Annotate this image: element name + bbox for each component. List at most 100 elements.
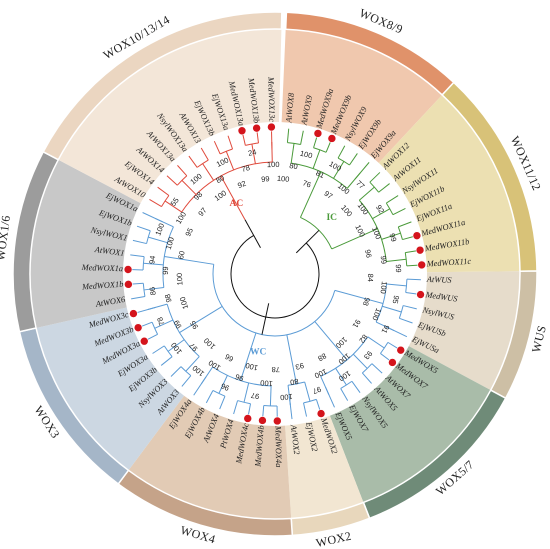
branch-line [188, 155, 198, 168]
bootstrap-value: 77 [354, 179, 366, 191]
bootstrap-value: 84 [366, 273, 375, 282]
bootstrap-value: 100 [164, 236, 176, 251]
branch-line [233, 400, 239, 415]
bootstrap-value: 100 [370, 225, 383, 240]
branch-line [392, 207, 406, 216]
branch-line [358, 186, 375, 201]
branch-line [346, 172, 361, 189]
group-bg-wox10-13-14 [58, 28, 282, 204]
branch-line [290, 143, 295, 164]
bootstrap-value: 92 [236, 179, 247, 190]
marker-dot [123, 265, 133, 274]
branch-line [334, 289, 384, 304]
branch-line [218, 375, 228, 394]
bootstrap-value: 100 [169, 341, 184, 356]
branch-line [240, 332, 257, 381]
bootstrap-value: 100 [188, 172, 203, 187]
branch-line [147, 303, 168, 311]
branch-line [320, 376, 330, 395]
branch-arc [219, 148, 233, 155]
bootstrap-value: 100 [191, 363, 206, 378]
branch-line [299, 171, 322, 218]
group-bg-wus [408, 271, 521, 391]
branch-line [349, 153, 358, 166]
leaf-label: AtWOX8 [284, 92, 296, 124]
branch-line [148, 236, 168, 244]
marker-dot [133, 323, 143, 332]
branch-line [371, 363, 383, 374]
group-bg-wox11-12 [378, 94, 520, 273]
bootstrap-value: 99 [387, 232, 398, 243]
branch-line [131, 296, 146, 300]
branch-line [335, 367, 347, 386]
bootstrap-value: 100 [213, 188, 228, 203]
group-bands [12, 11, 538, 537]
branch-line [155, 217, 174, 228]
marker-dot [416, 290, 425, 299]
bootstrap-value: 88 [316, 351, 328, 363]
branch-line [227, 135, 234, 150]
branch-arc [163, 345, 173, 357]
bootstrap-value: 80 [214, 173, 226, 185]
branch-arc [237, 400, 251, 405]
marker-dot [129, 309, 138, 318]
bootstrap-value: 91 [351, 318, 363, 330]
clade-label: AC [229, 199, 243, 209]
bootstrap-value: 97 [250, 391, 260, 401]
branch-line [213, 140, 221, 155]
branch-line [201, 366, 214, 384]
branch-line [202, 163, 215, 181]
bootstrap-value: 100 [353, 223, 367, 238]
branch-line [205, 390, 214, 404]
bootstrap-value: 100 [339, 203, 354, 218]
bootstrap-value: 100 [337, 369, 352, 383]
bootstrap-value: 100 [153, 222, 166, 237]
branch-line [351, 380, 361, 393]
bootstrap-value: 97 [322, 189, 334, 201]
bootstrap-value: 95 [391, 295, 402, 305]
branch-line [300, 130, 304, 145]
marker-dot [388, 358, 397, 367]
group-bg-wox1-6 [30, 159, 141, 328]
bootstrap-value: 99 [379, 255, 389, 264]
bootstrap-value: 100 [337, 351, 352, 366]
group-bg-wox5-7 [329, 346, 491, 503]
bootstrap-value: 100 [215, 155, 230, 168]
branch-arc [380, 342, 389, 354]
bootstrap-value: 100 [174, 210, 188, 225]
branch-line [331, 228, 378, 250]
branch-arc [161, 195, 170, 207]
bootstrap-value: 95 [188, 319, 200, 331]
branch-line [143, 287, 164, 291]
leaf-label: MedWOX13c [266, 76, 276, 123]
branch-line [269, 385, 272, 406]
bootstrap-value: 78 [241, 163, 251, 174]
branch-line [398, 221, 412, 228]
marker-dot [415, 245, 425, 255]
bootstrap-value: 92 [374, 203, 386, 215]
bootstrap-value: 100 [370, 307, 383, 322]
bootstrap-value: 100 [202, 336, 217, 351]
bootstrap-value: 97 [311, 385, 322, 396]
marker-dot [272, 416, 282, 426]
branch-arc [287, 142, 301, 145]
bootstrap-value: 100 [299, 149, 313, 161]
branch-arc [142, 256, 145, 270]
leaf-label: MedWOX4b [253, 425, 266, 468]
leaf-label: MedWOX1b [81, 280, 124, 292]
bootstrap-value: 94 [147, 255, 157, 264]
branch-arc [358, 199, 387, 262]
branch-line [136, 225, 151, 232]
bootstrap-value: 96 [234, 372, 245, 383]
bootstrap-value: 96 [363, 249, 374, 259]
branch-arc [303, 398, 317, 404]
bootstrap-value: 82 [357, 333, 369, 345]
branch-line [287, 385, 291, 406]
group-label-wus: WUS [529, 324, 549, 354]
branch-line [386, 195, 399, 204]
branch-line [372, 208, 391, 220]
group-bg-wox8-9 [281, 29, 443, 163]
bootstrap-value: 66 [223, 352, 235, 364]
bootstrap-value: 100 [260, 378, 273, 388]
